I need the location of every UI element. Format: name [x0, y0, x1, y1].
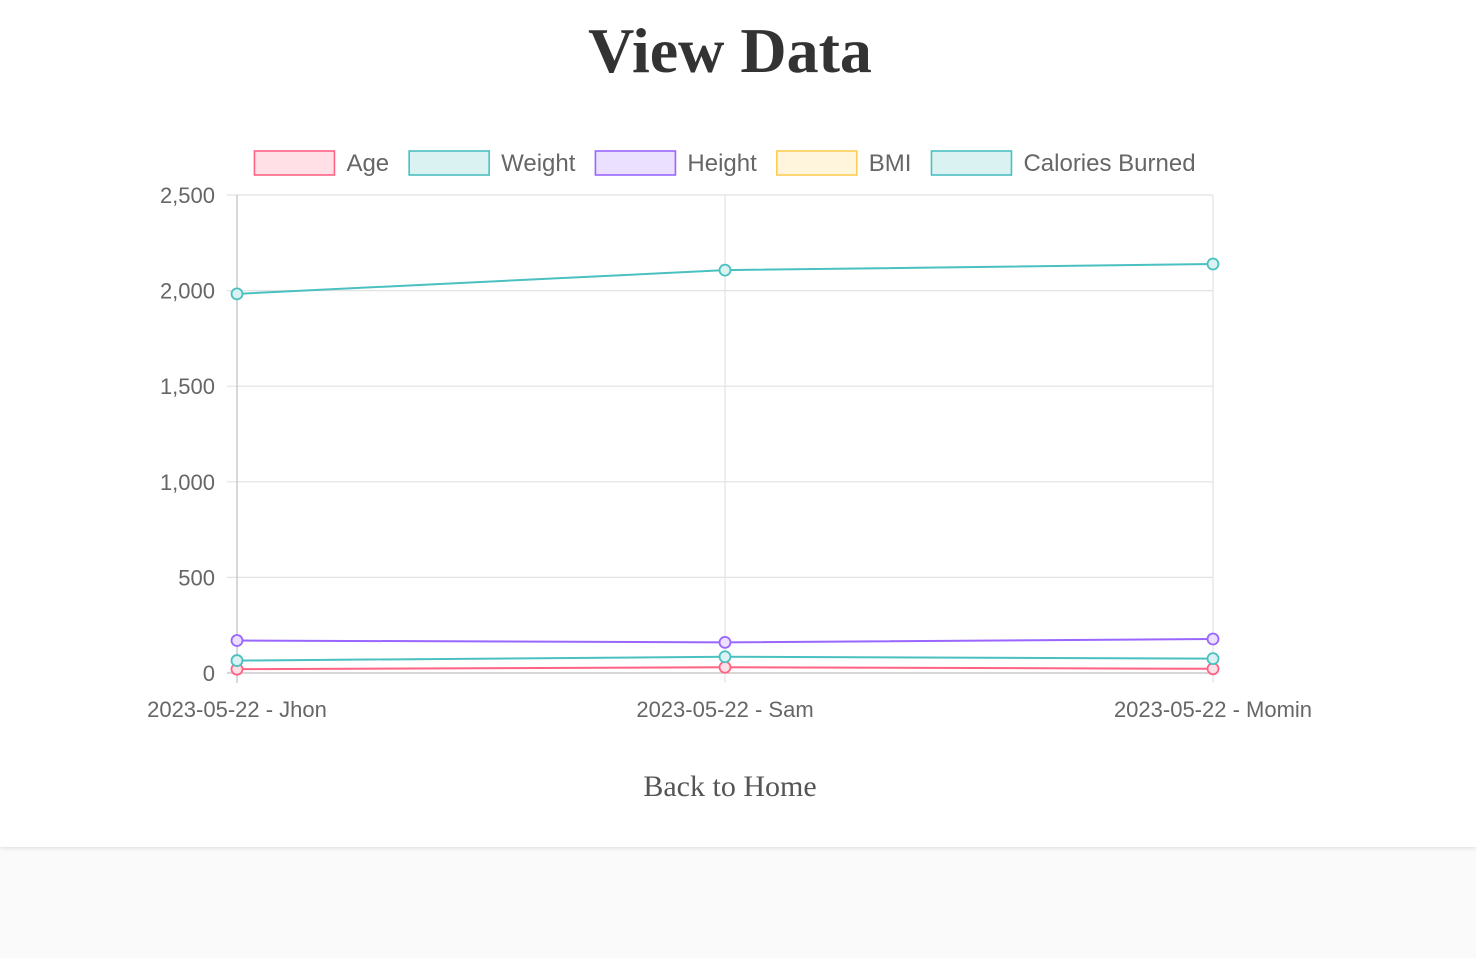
data-point-height[interactable] [718, 636, 732, 649]
legend-label: Age [346, 150, 389, 177]
legend-label: Height [687, 150, 757, 177]
y-tick-label: 0 [203, 661, 215, 686]
data-point-calories-burned[interactable] [230, 287, 244, 301]
data-point-weight[interactable] [1206, 652, 1220, 666]
legend-label: Weight [501, 150, 576, 177]
legend-swatch [594, 150, 677, 176]
y-tick-label: 500 [178, 565, 215, 590]
legend-item-calories-burned[interactable]: Calories Burned [930, 150, 1196, 177]
legend-swatch [930, 150, 1013, 176]
y-tick-label: 2,500 [160, 183, 215, 208]
back-to-home-link[interactable]: Back to Home [643, 770, 817, 803]
x-tick-label: 2023-05-22 - Momin [1114, 697, 1312, 722]
x-tick-label: 2023-05-22 - Jhon [147, 697, 327, 722]
legend-item-bmi[interactable]: BMI [775, 150, 912, 177]
page-title: View Data [588, 15, 872, 86]
data-point-calories-burned[interactable] [1206, 257, 1220, 271]
line-chart: Age Weight Height BMI Calories Burned 0 500 1,… [147, 150, 1312, 722]
chart-grid [227, 194, 1214, 683]
data-point-age[interactable] [718, 660, 732, 674]
x-axis: 2023-05-22 - Jhon 2023-05-22 - Sam 2023-05… [147, 697, 1312, 722]
legend-item-weight[interactable]: Weight [408, 150, 576, 177]
y-tick-label: 1,000 [160, 470, 215, 495]
y-tick-label: 2,000 [160, 279, 215, 304]
data-point-height[interactable] [1206, 632, 1220, 646]
data-point-calories-burned[interactable] [718, 263, 732, 277]
legend-label: Calories Burned [1023, 150, 1195, 177]
y-tick-label: 1,500 [160, 374, 215, 399]
y-axis: 0 500 1,000 1,500 2,000 2,500 [160, 183, 215, 686]
legend-item-age[interactable]: Age [253, 150, 389, 177]
chart-legend[interactable]: Age Weight Height BMI Calories Burned [253, 150, 1196, 177]
legend-item-height[interactable]: Height [594, 150, 757, 177]
content-card: View Data Age Weight Height BMI Calories Bur… [147, 15, 1313, 803]
data-point-weight[interactable] [718, 650, 732, 664]
legend-label: BMI [869, 150, 912, 177]
data-point-height[interactable] [230, 634, 244, 647]
legend-swatch [775, 150, 858, 176]
data-point-weight[interactable] [230, 654, 244, 667]
legend-swatch [408, 150, 490, 176]
legend-swatch [253, 150, 336, 176]
chart-series[interactable] [230, 257, 1220, 676]
x-tick-label: 2023-05-22 - Sam [636, 697, 813, 722]
